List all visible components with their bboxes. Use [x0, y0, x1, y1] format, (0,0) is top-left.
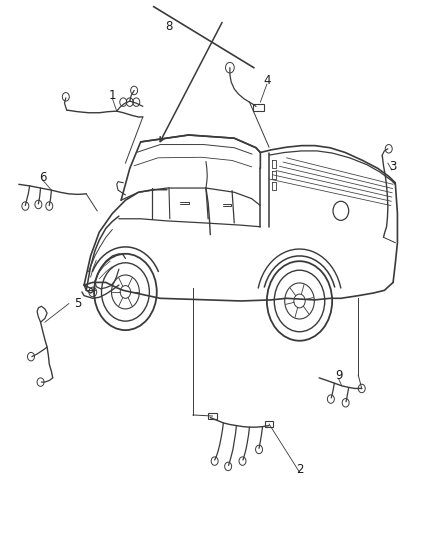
Text: 3: 3	[389, 160, 397, 173]
Text: 2: 2	[296, 463, 303, 475]
Text: 9: 9	[335, 369, 343, 382]
Text: 8: 8	[165, 20, 173, 34]
Text: 5: 5	[74, 297, 81, 310]
Text: 4: 4	[263, 75, 271, 87]
Text: 6: 6	[39, 171, 46, 184]
Text: 1: 1	[109, 89, 116, 102]
